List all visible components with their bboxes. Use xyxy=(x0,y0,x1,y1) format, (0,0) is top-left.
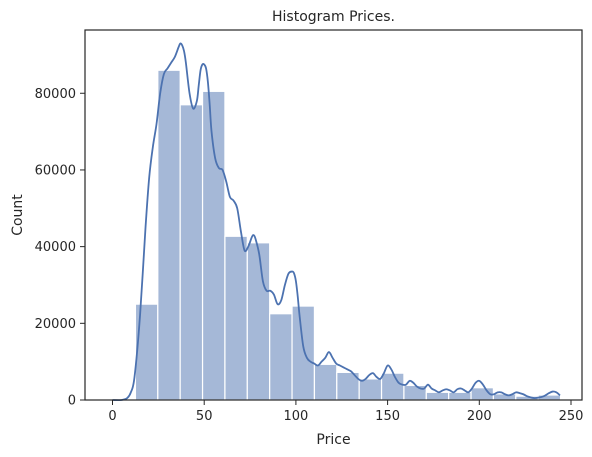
histogram-bar-6 xyxy=(246,242,271,401)
kde-line xyxy=(112,42,561,402)
x-tick-label: 50 xyxy=(196,409,213,424)
histogram-bar-15 xyxy=(448,391,472,401)
x-axis-label: Price xyxy=(316,432,350,448)
histogram-bar-9 xyxy=(313,363,338,401)
histogram-bar-3 xyxy=(179,104,204,401)
histogram-bar-4 xyxy=(201,90,226,401)
axes-layer xyxy=(84,29,583,401)
histogram-bar-5 xyxy=(224,235,248,401)
x-tick-label: 150 xyxy=(375,409,400,424)
x-ticks: 0 50 100 150 200 250 xyxy=(108,400,583,424)
x-tick-label: 250 xyxy=(559,409,584,424)
histogram-bar-7 xyxy=(269,313,293,401)
x-tick-label: 200 xyxy=(467,409,492,424)
kde-layer xyxy=(112,42,561,402)
x-tick-label: 100 xyxy=(283,409,308,424)
histogram-bar-11 xyxy=(358,378,383,401)
y-tick-label: 40000 xyxy=(35,240,76,255)
bars-layer xyxy=(134,69,562,401)
histogram-bar-12 xyxy=(380,372,405,401)
y-tick-label: 20000 xyxy=(35,317,76,332)
histogram-bar-8 xyxy=(291,305,316,401)
histogram-bar-2 xyxy=(157,69,181,401)
plot-frame xyxy=(84,29,583,401)
x-tick-label: 0 xyxy=(108,409,116,424)
y-ticks: 0 20000 40000 60000 80000 xyxy=(35,87,85,409)
histogram-bar-14 xyxy=(425,391,450,401)
chart-title: Histogram Prices. xyxy=(272,9,395,25)
y-axis-label: Count xyxy=(10,194,26,236)
y-tick-label: 0 xyxy=(68,394,76,409)
y-tick-label: 60000 xyxy=(35,163,76,178)
histogram-bar-1 xyxy=(134,303,159,401)
y-tick-label: 80000 xyxy=(35,87,76,102)
histogram-bar-13 xyxy=(403,384,427,401)
